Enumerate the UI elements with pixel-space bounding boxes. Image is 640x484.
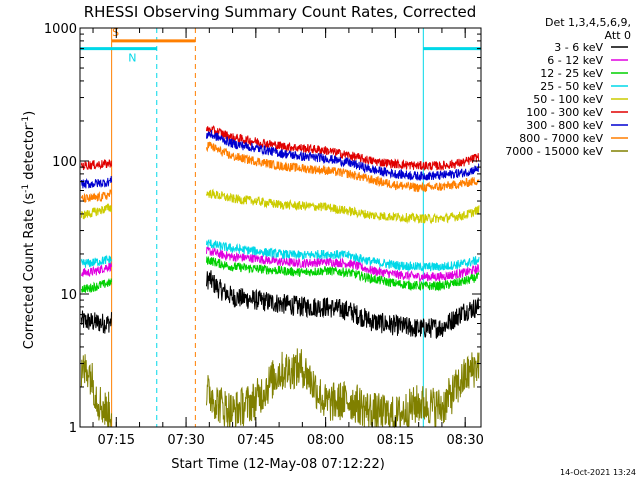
y-tick-label: 1 [69,421,77,436]
legend-label: 300 - 800 keV [526,119,603,132]
legend-label: 100 - 300 keV [526,106,603,119]
night-flag-label: N [128,52,136,65]
y-tick-label: 100 [52,155,77,170]
axes: 1 10 100 1000 07:15 07:30 07:45 08:00 08:15 08:30 [44,22,484,448]
series-line [206,255,480,292]
series-line [80,189,112,203]
x-tick-label: 07:45 [237,433,274,448]
series-line [206,238,480,272]
chart-title: RHESSI Observing Summary Count Rates, Co… [84,3,477,21]
series-line [80,254,112,268]
legend-label: 7000 - 15000 keV [505,145,603,158]
series-line [80,310,112,334]
legend-label: 25 - 50 keV [540,80,603,93]
x-axis-label: Start Time (12-May-08 07:12:22) [171,457,385,472]
legend-label: 12 - 25 keV [540,67,603,80]
x-tick-label: 08:00 [307,433,344,448]
y-tick-label: 1000 [44,22,77,37]
series-line [80,262,112,277]
legend-label: 800 - 7000 keV [519,132,603,145]
series-line [206,246,480,282]
series-line [206,348,480,429]
y-axis-label: Corrected Count Rate (s-1 detector-1) [21,111,37,349]
series-line [80,278,112,293]
series-line [206,130,480,181]
series-line [206,270,480,340]
series-line [80,202,112,220]
series-line [206,141,480,193]
series-line [80,354,112,428]
legend-header-line1: Det 1,3,4,5,6,9, [545,16,631,29]
series-line [80,175,112,189]
x-tick-label: 08:15 [377,433,414,448]
x-tick-label: 08:30 [446,433,483,448]
series-lines [80,125,480,429]
x-tick-label: 07:30 [167,433,204,448]
y-tick-label: 10 [60,288,77,303]
series-line [206,188,480,225]
plot-frame [79,27,482,428]
legend-label: 3 - 6 keV [554,41,603,54]
legend-label: 50 - 100 keV [533,93,603,106]
series-line [206,125,480,172]
footer-timestamp: 14-Oct-2021 13:24 [560,468,636,477]
x-tick-label: 07:15 [98,433,135,448]
legend-label: 6 - 12 keV [547,54,603,67]
legend-header-line2: Att 0 [605,29,631,42]
flag-bars: NS [80,26,481,65]
saa-flag-label: S [112,26,119,39]
series-line [80,159,112,171]
